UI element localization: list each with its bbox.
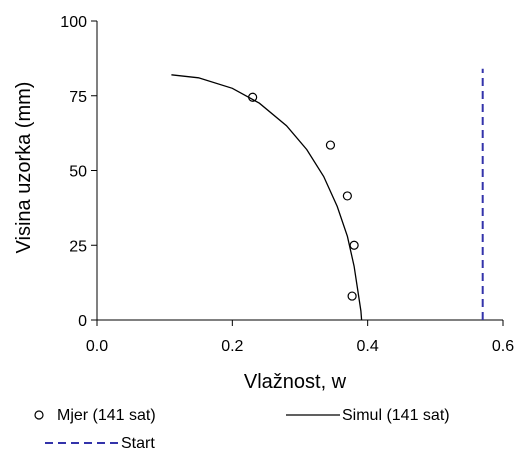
y-tick-label: 75 [69, 89, 87, 106]
x-tick-label: 0.0 [86, 338, 108, 355]
legend-label: Mjer (141 sat) [57, 407, 156, 424]
data-point [325, 140, 336, 150]
y-tick-label: 0 [78, 313, 87, 330]
legend-marker-icon [34, 410, 44, 420]
legend-label: Simul (141 sat) [342, 407, 450, 424]
y-axis-title: Visina uzorka (mm) [13, 82, 35, 254]
x-ticks: 0.0 0.2 0.4 0.6 [86, 320, 514, 355]
legend-label: Start [121, 435, 155, 452]
y-tick-label: 25 [69, 238, 87, 255]
data-point [347, 291, 357, 301]
y-ticks: 0 25 50 75 100 [60, 14, 97, 330]
x-axis-title: Vlažnost, w [244, 371, 347, 393]
data-point [349, 240, 359, 250]
data-point [342, 191, 352, 201]
x-tick-label: 0.6 [492, 338, 514, 355]
legend: Mjer (141 sat) Simul (141 sat) Start [34, 407, 450, 452]
axes: 0 25 50 75 100 0.0 0.2 0.4 0.6 [60, 14, 514, 355]
x-tick-label: 0.4 [357, 338, 379, 355]
y-tick-label: 100 [60, 14, 87, 31]
simulation-line [171, 74, 363, 321]
x-tick-label: 0.2 [221, 338, 243, 355]
y-tick-label: 50 [69, 164, 87, 181]
series-layer [171, 68, 484, 321]
